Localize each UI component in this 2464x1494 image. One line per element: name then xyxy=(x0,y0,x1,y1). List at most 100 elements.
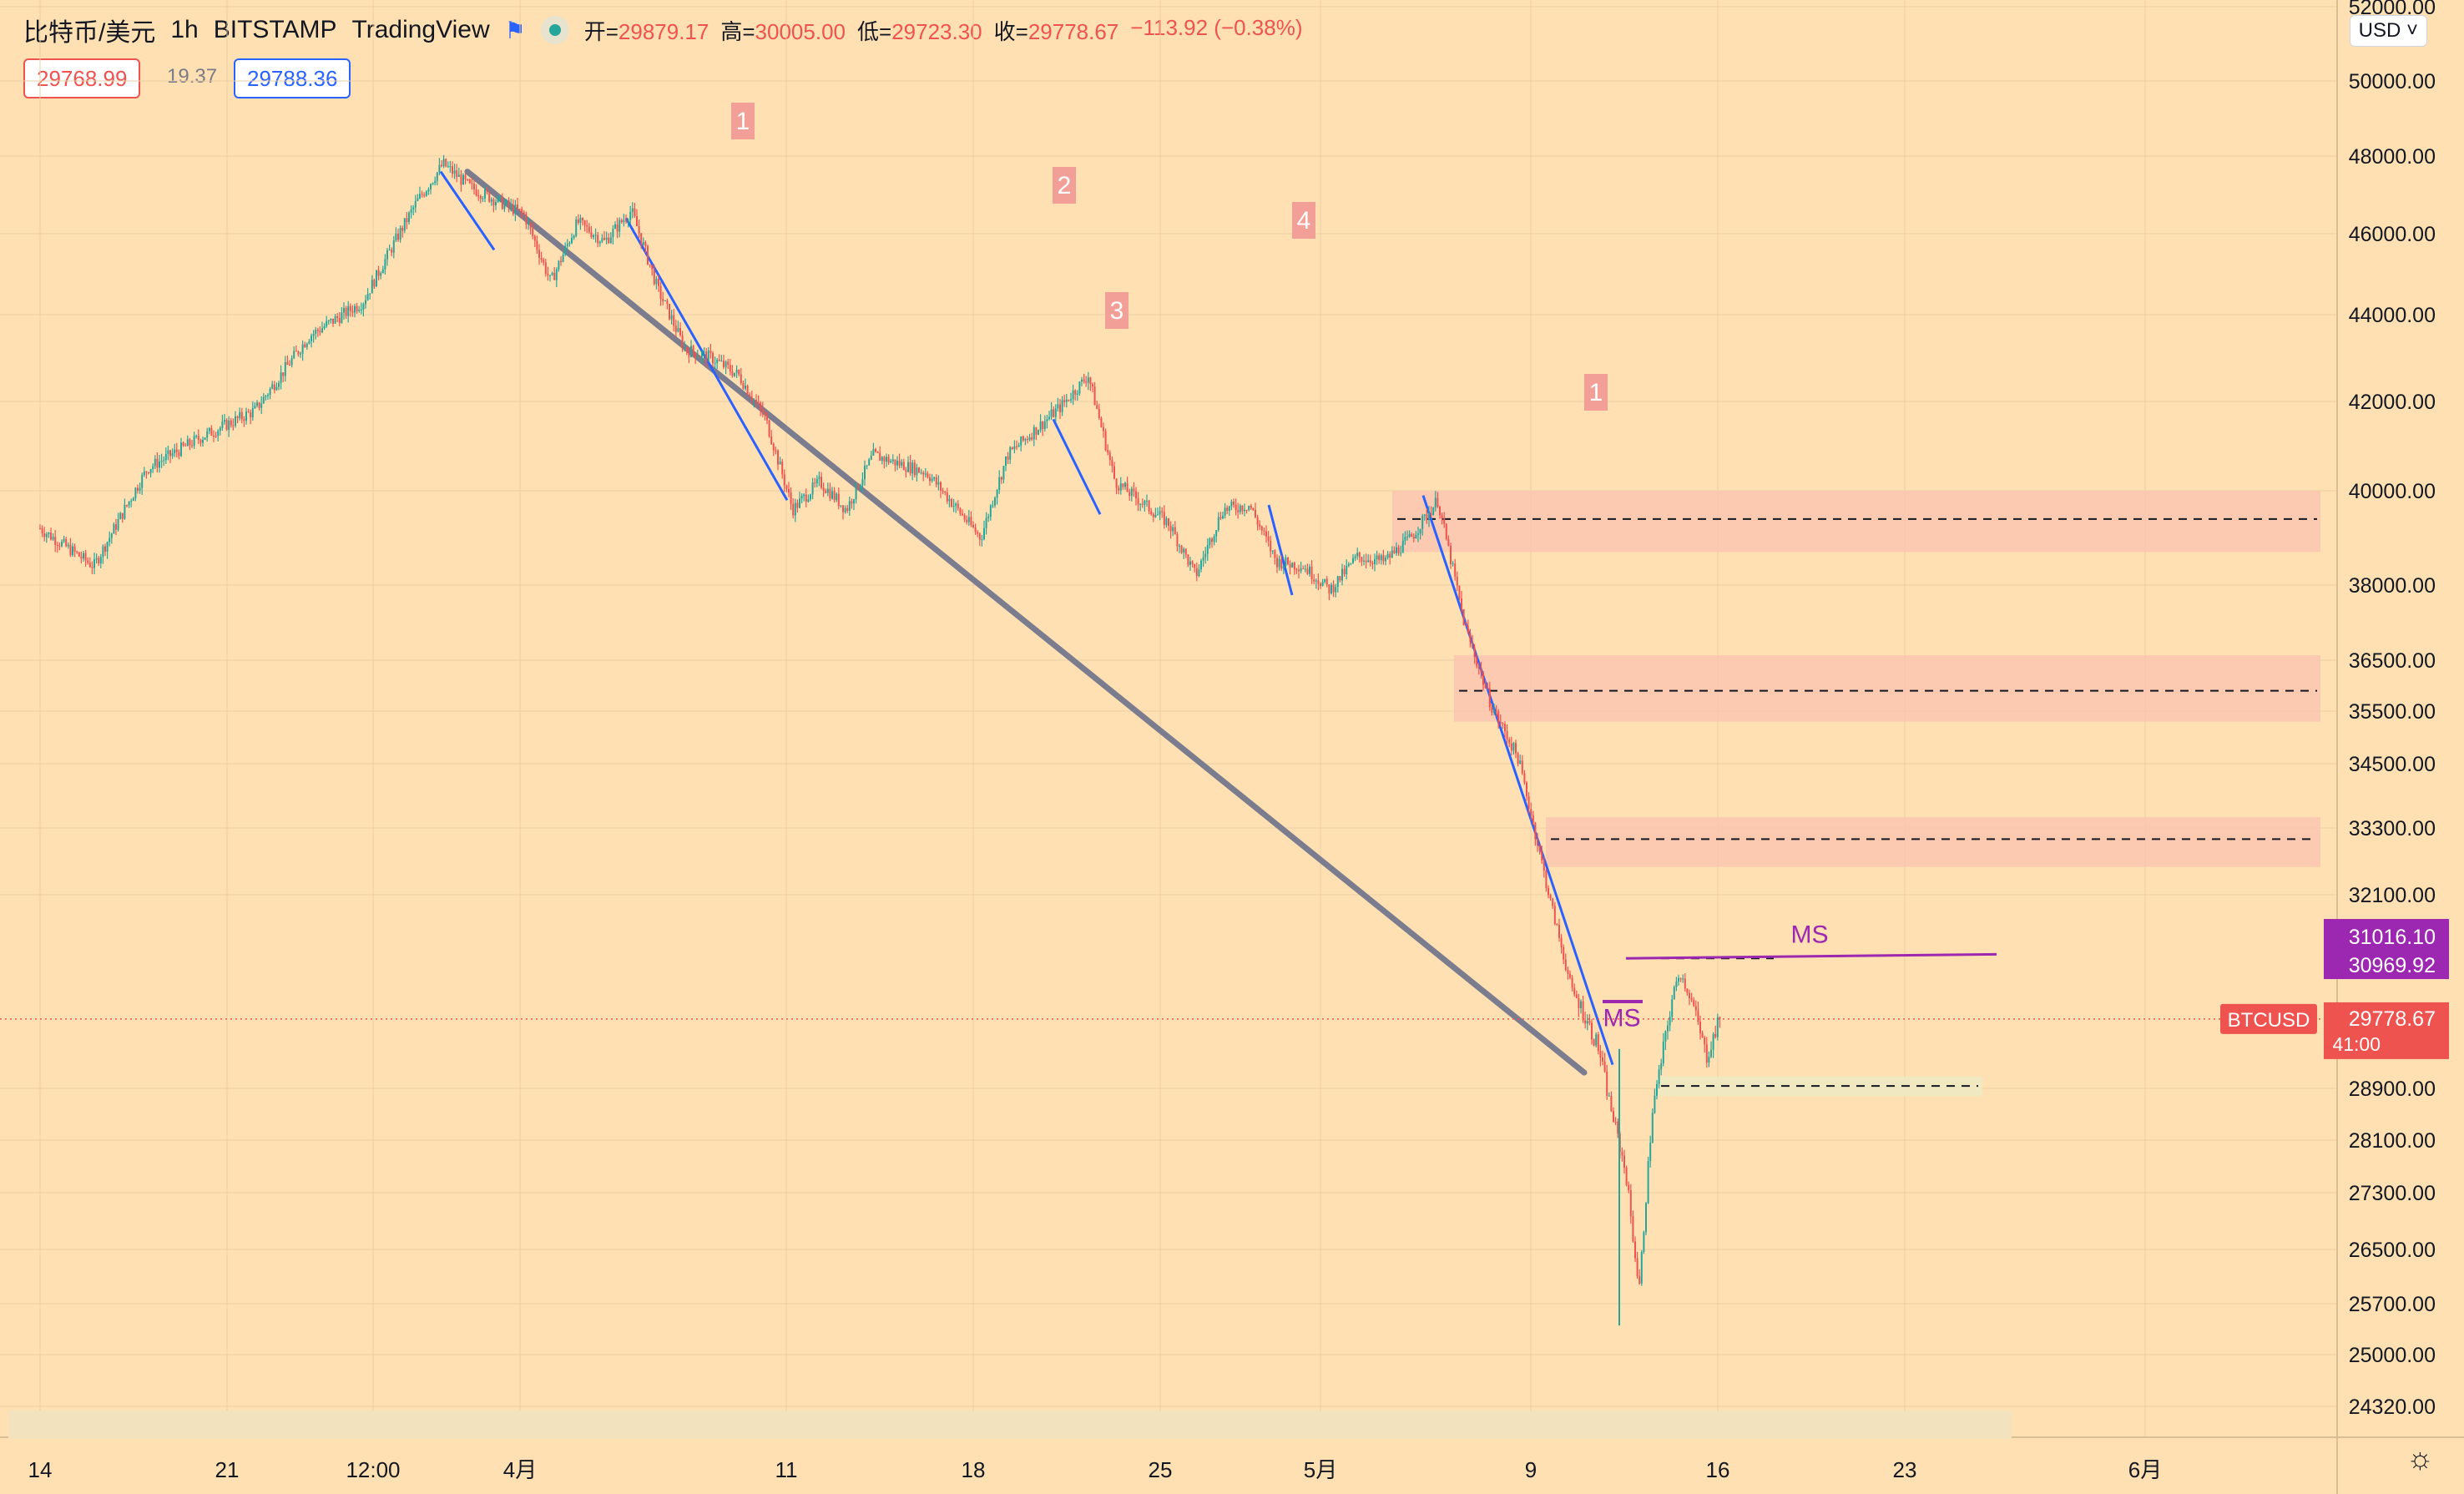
candle-body xyxy=(1089,377,1092,385)
candle-body xyxy=(612,228,614,238)
candle-body xyxy=(1393,550,1396,553)
candle-body xyxy=(462,174,464,185)
wave-trendline[interactable] xyxy=(1052,418,1102,515)
candle-body xyxy=(412,207,415,209)
candle-body xyxy=(590,232,593,238)
candle-body xyxy=(1011,447,1013,449)
candle-body xyxy=(78,552,80,557)
y-tick-label: 26500.00 xyxy=(2349,1239,2436,1262)
candle-body xyxy=(1491,707,1493,713)
candle-body xyxy=(636,216,638,227)
candle-body xyxy=(1152,514,1154,517)
candle-body xyxy=(113,524,115,534)
y-tick-label: 42000.00 xyxy=(2349,391,2436,414)
candle-body xyxy=(41,528,43,533)
low-value: 29723.30 xyxy=(891,18,982,44)
candle-body xyxy=(1070,399,1072,401)
candle-body xyxy=(1708,1057,1710,1063)
candle-body xyxy=(1623,1155,1625,1168)
ms-label-upper[interactable]: MS xyxy=(1791,921,1829,948)
flag-icon[interactable]: ⚑ xyxy=(504,17,526,43)
candle-body xyxy=(395,233,397,241)
candle-body xyxy=(1701,1032,1704,1037)
candle-body xyxy=(725,361,727,367)
close-label: 收= xyxy=(993,18,1028,44)
candle-body xyxy=(714,363,716,365)
ms-label-lower[interactable]: MS xyxy=(1603,1004,1641,1032)
market-status-icon[interactable] xyxy=(540,16,569,44)
candle-body xyxy=(929,477,931,482)
wave-label-box[interactable] xyxy=(1053,167,1076,204)
candle-body xyxy=(88,563,91,568)
symbol-tag[interactable] xyxy=(2220,1003,2317,1034)
candle-body xyxy=(1454,563,1457,577)
candle-body xyxy=(442,159,445,167)
candle-body xyxy=(966,519,968,522)
candle-body xyxy=(1324,578,1326,583)
wave-label-text: 1 xyxy=(736,108,750,135)
candle-body xyxy=(785,485,788,489)
wave-label-box[interactable] xyxy=(1105,292,1128,329)
candle-body xyxy=(301,344,304,354)
candle-body xyxy=(755,399,757,403)
candle-body xyxy=(1704,1037,1706,1045)
interval[interactable]: 1h xyxy=(170,16,199,43)
candle-body xyxy=(137,487,139,491)
wave-label-box[interactable] xyxy=(1292,202,1315,239)
candle-body xyxy=(121,512,124,519)
main-trendline[interactable] xyxy=(464,169,1588,1076)
candle-body xyxy=(512,204,514,215)
sell-price-button[interactable]: 29768.99 xyxy=(23,58,141,98)
candle-body xyxy=(1176,533,1179,547)
supply-zone[interactable] xyxy=(1392,491,2320,553)
wave-label-box[interactable] xyxy=(731,103,755,139)
candle-body xyxy=(790,492,792,504)
candle-body xyxy=(1068,399,1070,401)
candle-body xyxy=(371,280,373,294)
candle-body xyxy=(180,442,182,457)
candle-body xyxy=(110,533,113,538)
candle-body xyxy=(381,269,384,274)
supply-zone[interactable] xyxy=(1546,817,2320,867)
candle-body xyxy=(345,307,347,316)
candle-body xyxy=(362,304,365,310)
candle-body xyxy=(1096,405,1098,409)
candle-body xyxy=(1339,576,1341,581)
wave-trendline[interactable] xyxy=(1267,504,1294,596)
candle-body xyxy=(1260,526,1263,531)
candle-body xyxy=(1146,500,1148,502)
candle-body xyxy=(582,218,583,221)
candle-body xyxy=(674,326,677,332)
candle-body xyxy=(1139,503,1142,505)
buy-price-button[interactable]: 29788.36 xyxy=(234,58,351,98)
candle-body xyxy=(1239,505,1241,512)
settings-gear-icon[interactable]: ☼ xyxy=(2406,1441,2434,1475)
symbol-name[interactable]: 比特币/美元 xyxy=(23,19,156,47)
candle-body xyxy=(1063,400,1066,402)
candle-body xyxy=(837,493,840,507)
candle-body xyxy=(1608,1095,1610,1097)
candle-body xyxy=(486,189,488,193)
candle-body xyxy=(1027,438,1028,440)
candle-body xyxy=(955,503,957,506)
wave-label-box[interactable] xyxy=(1584,374,1608,411)
wave-label-text: 1 xyxy=(1589,379,1603,406)
candle-body xyxy=(1647,1161,1649,1204)
wave-trendline[interactable] xyxy=(1421,495,1614,1066)
candle-body xyxy=(1638,1275,1641,1284)
candle-body xyxy=(931,478,933,482)
candle-body xyxy=(106,542,109,552)
candle-body xyxy=(749,394,751,397)
ms-line-upper[interactable] xyxy=(1625,952,1997,960)
candle-body xyxy=(356,305,358,311)
candle-body xyxy=(1200,560,1202,570)
wave-trendline[interactable] xyxy=(439,170,496,251)
candle-body xyxy=(488,192,491,202)
y-tick-label: 34500.00 xyxy=(2349,753,2436,776)
candle-body xyxy=(293,351,295,358)
candle-body xyxy=(119,512,122,520)
currency-button[interactable]: USD ˅ xyxy=(2349,15,2427,47)
supply-zone[interactable] xyxy=(1454,655,2320,722)
candle-body xyxy=(1172,527,1174,532)
